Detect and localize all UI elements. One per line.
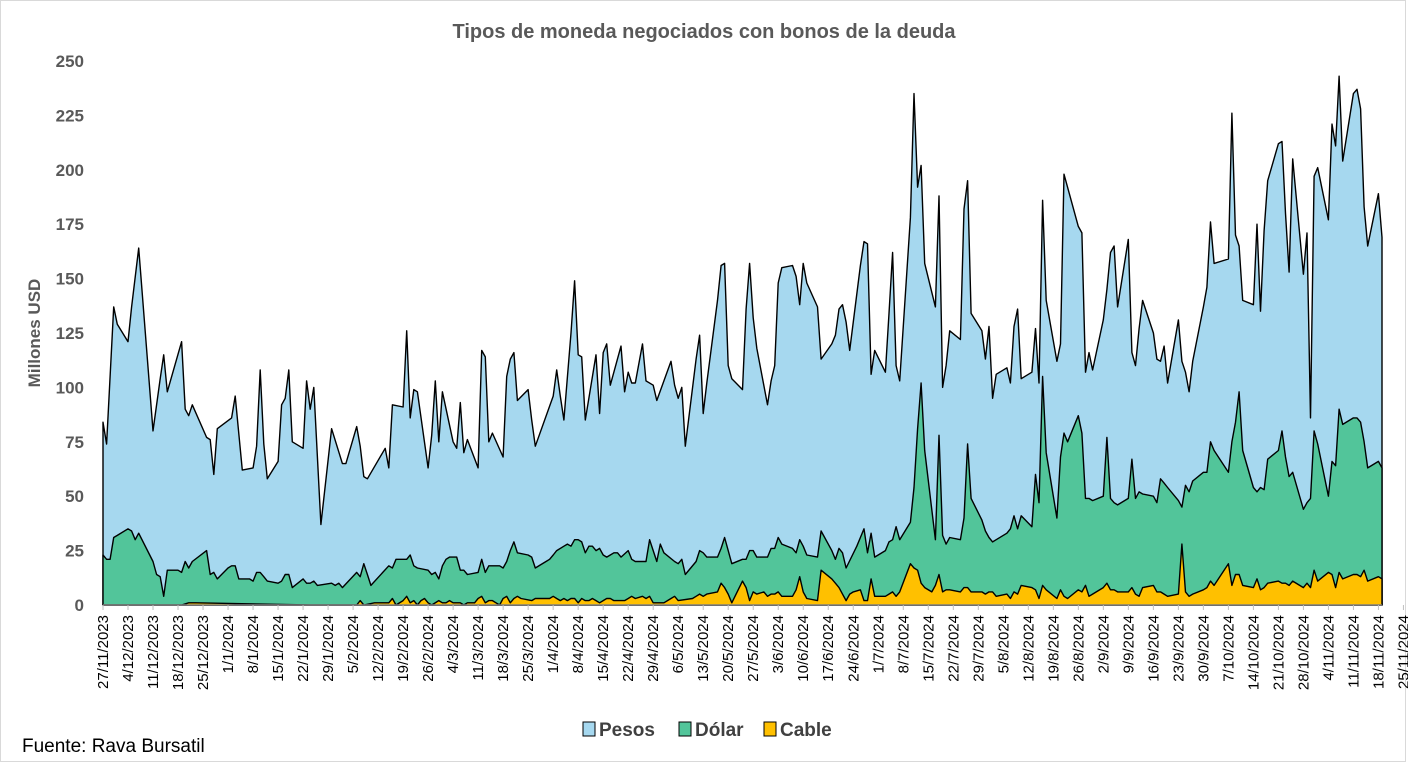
y-tick-label: 175 [56,215,84,234]
x-tick-label: 27/11/2023 [95,615,112,689]
x-tick-label: 8/1/2024 [245,615,262,673]
y-tick-label: 25 [65,542,84,561]
x-tick-label: 25/3/2024 [520,615,537,682]
x-tick-label: 16/9/2024 [1145,615,1162,682]
x-tick-label: 7/10/2024 [1220,615,1237,682]
x-tick-label: 3/6/2024 [770,615,787,673]
y-tick-label: 200 [56,161,84,180]
y-tick-label: 75 [65,433,84,452]
x-tick-label: 1/4/2024 [545,615,562,673]
x-tick-label: 6/5/2024 [670,615,687,673]
y-tick-label: 0 [75,596,84,615]
x-tick-label: 11/11/2024 [1345,615,1362,688]
x-tick-label: 22/7/2024 [945,615,962,682]
x-tick-label: 10/6/2024 [795,615,812,682]
chart-title: Tipos de moneda negociados con bonos de … [452,21,956,43]
x-tick-label: 4/12/2023 [120,615,137,682]
y-tick-label: 250 [56,52,84,71]
legend-swatch [763,721,777,737]
x-tick-label: 30/9/2024 [1195,615,1212,682]
x-tick-label: 4/3/2024 [445,615,462,673]
x-tick-label: 22/4/2024 [620,615,637,682]
x-tick-label: 17/6/2024 [820,615,837,682]
x-tick-label: 14/10/2024 [1245,615,1262,690]
x-tick-label: 25/12/2023 [195,615,212,690]
x-tick-label: 29/7/2024 [970,615,987,682]
x-tick-label: 28/10/2024 [1295,615,1312,690]
legend-swatch [582,721,596,737]
x-tick-label: 26/8/2024 [1070,615,1087,682]
x-tick-label: 12/8/2024 [1020,615,1037,682]
legend-label: Dólar [695,720,744,741]
series-area-cable [102,543,1383,606]
y-axis-ticks: 0 25 50 75 100 125 150 175 200 225 250 [56,52,84,615]
x-tick-label: 2/9/2024 [1095,615,1112,673]
x-tick-label: 4/11/2024 [1320,615,1337,681]
x-tick-label: 19/8/2024 [1045,615,1062,682]
x-tick-label: 11/12/2023 [145,615,162,689]
y-tick-label: 225 [56,106,84,125]
x-tick-label: 18/12/2023 [170,615,187,690]
x-tick-label: 18/11/2024 [1370,615,1387,689]
x-tick-label: 22/1/2024 [295,615,312,682]
x-tick-label: 19/2/2024 [395,615,412,682]
legend-swatch [678,721,692,737]
x-tick-label: 12/2/2024 [370,615,387,682]
x-tick-label: 29/1/2024 [320,615,337,682]
x-tick-label: 26/2/2024 [420,615,437,682]
x-tick-label: 21/10/2024 [1270,615,1287,690]
x-axis-ticks: 27/11/2023 4/12/2023 11/12/2023 18/12/2023 2… [95,605,1408,690]
x-tick-label: 15/1/2024 [270,615,287,682]
legend: Pesos Dólar Cable [582,720,832,741]
legend-label: Pesos [599,720,655,741]
x-tick-label: 9/9/2024 [1120,615,1137,673]
x-tick-label: 24/6/2024 [845,615,862,682]
x-tick-label: 8/7/2024 [895,615,912,673]
x-tick-label: 29/4/2024 [645,615,662,682]
y-tick-label: 150 [56,270,84,289]
x-tick-label: 27/5/2024 [745,615,762,682]
y-tick-label: 100 [56,378,84,397]
x-tick-label: 18/3/2024 [495,615,512,682]
x-tick-label: 15/4/2024 [595,615,612,682]
x-tick-label: 15/7/2024 [920,615,937,682]
x-tick-label: 11/3/2024 [470,615,487,681]
y-axis-label: Millones USD [25,279,44,388]
x-tick-label: 13/5/2024 [695,615,712,682]
x-tick-label: 23/9/2024 [1170,615,1187,682]
x-tick-label: 5/8/2024 [995,615,1012,673]
y-tick-label: 50 [65,487,84,506]
x-tick-label: 8/4/2024 [570,615,587,673]
legend-label: Cable [780,720,832,741]
source-note: Fuente: Rava Bursatil [22,736,205,757]
x-tick-label: 20/5/2024 [720,615,737,682]
y-tick-label: 125 [56,324,84,343]
x-tick-label: 1/7/2024 [870,615,887,673]
x-tick-label: 1/1/2024 [220,615,237,673]
plot-area [102,75,1383,606]
x-tick-label: 25/11/2024 [1395,615,1408,689]
series-area-dolar [102,375,1383,606]
x-tick-label: 5/2/2024 [345,615,362,673]
